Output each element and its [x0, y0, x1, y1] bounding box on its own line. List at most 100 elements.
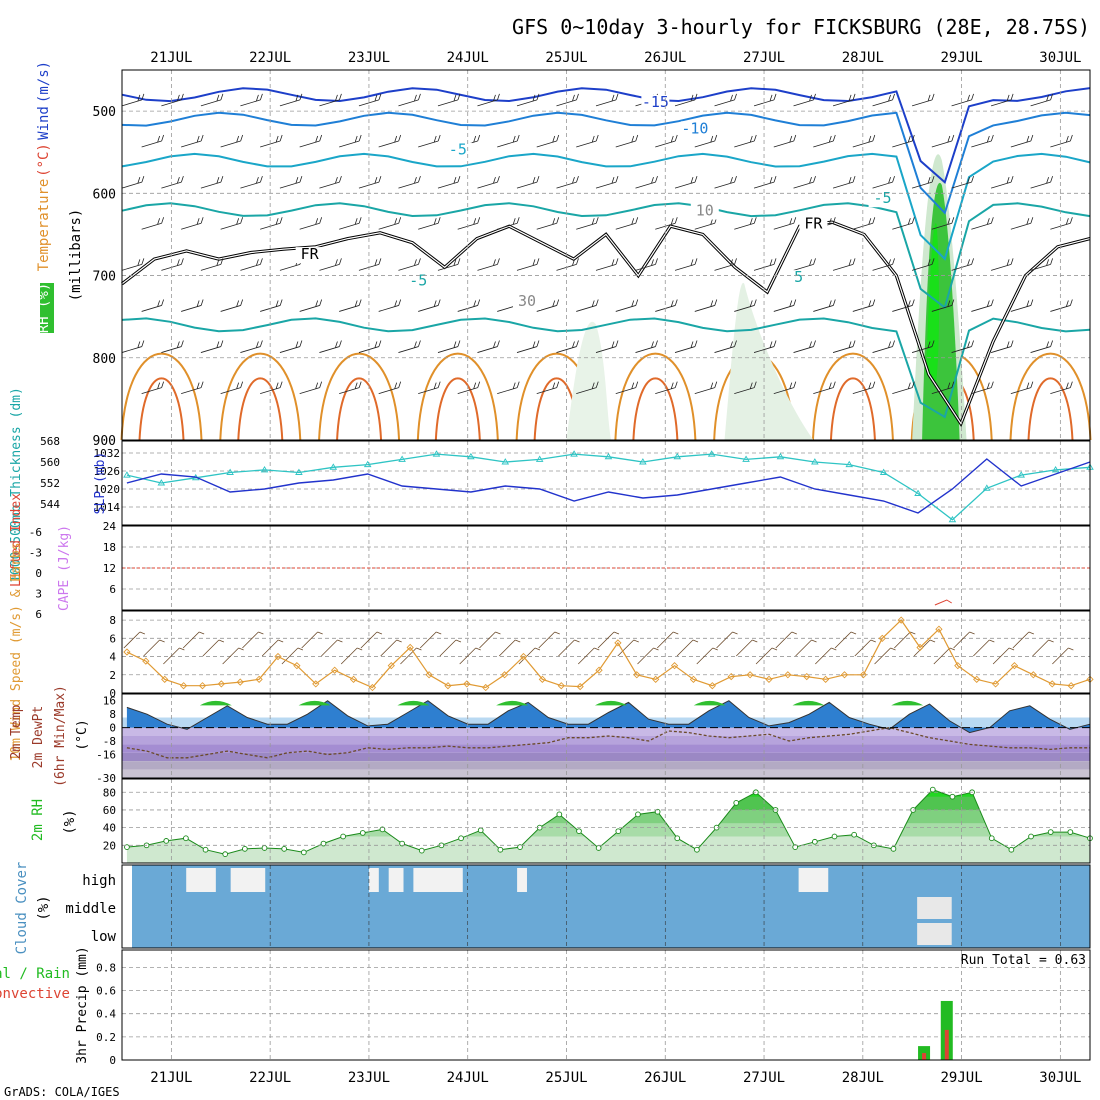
y-axis-label: 2m Temp [9, 704, 24, 759]
wind-barb [615, 299, 639, 312]
wind-barb [319, 93, 342, 107]
slp-line [126, 458, 1091, 514]
temp-contour-warm [811, 352, 894, 441]
wind-barb [1032, 639, 1054, 657]
wind-barb [418, 381, 441, 395]
wind-barb [556, 93, 579, 107]
wind-barb [398, 340, 421, 353]
wind-speed-marker [444, 682, 452, 690]
wind-barb [793, 258, 816, 271]
wind-barb [459, 647, 481, 665]
wind-barb [360, 631, 383, 649]
contour-line [121, 202, 1091, 310]
y-tick-label: 2 [109, 669, 116, 682]
wind-barb [222, 647, 244, 665]
rh-marker [831, 833, 838, 840]
rh-marker [281, 846, 288, 852]
wind-barb [339, 299, 362, 312]
y-axis-label: Total / Rain [0, 966, 70, 982]
wind-barb [971, 134, 994, 148]
panel-frame [121, 949, 1091, 1061]
rh-marker [222, 851, 229, 858]
y-axis-label: 10m Wind Speed (m/s) & Barbs [9, 542, 24, 761]
wind-barb [795, 639, 817, 657]
cloud-high [798, 868, 829, 892]
wind-barb [358, 340, 382, 353]
wind-barb [518, 647, 541, 665]
wind-barb [121, 258, 145, 271]
wind-barb [556, 340, 579, 353]
rh-marker [359, 830, 366, 836]
wind-barb [497, 134, 520, 148]
rh-marker [556, 811, 563, 818]
temp-band [122, 752, 1090, 762]
wind-barb [340, 647, 363, 665]
rh-line [126, 789, 1091, 855]
wind-speed-marker [368, 683, 377, 692]
wind-barb [971, 381, 994, 395]
wind-barb [714, 340, 737, 353]
wind-speed-marker [519, 652, 528, 661]
wind-barb [951, 340, 974, 353]
x-tick-label: 27JUL [743, 1070, 785, 1086]
wind-speed-marker [765, 675, 773, 683]
rh-marker [615, 828, 622, 835]
thickness-marker [501, 458, 510, 465]
wind-barb [161, 340, 184, 353]
thickness-line [126, 453, 1091, 521]
y-tick-label: 552 [40, 477, 60, 490]
wind-barb [973, 639, 995, 657]
wind-speed-marker [859, 671, 868, 679]
cloud-level-label: middle [65, 901, 116, 917]
y-tick-label: 900 [93, 434, 116, 449]
y-axis-label: Lifted Index [9, 493, 24, 587]
x-tick-label: 26JUL [644, 50, 686, 66]
wind-barb [832, 175, 856, 189]
cloud-low [917, 923, 952, 945]
x-tick-label: 21JUL [150, 50, 192, 66]
wind-barb [319, 175, 342, 189]
cloud-high [368, 868, 379, 892]
wind-barb [874, 647, 896, 665]
wind-barb [299, 134, 323, 148]
temp-contour-warm [1027, 377, 1074, 441]
wind-barb [181, 217, 204, 230]
wind-barb [872, 258, 895, 271]
wind-speed-marker [123, 648, 131, 656]
y-tick-label: 16 [103, 695, 116, 708]
wind-barb [497, 381, 520, 395]
y-tick-label: -6 [29, 526, 42, 539]
rh-marker [929, 786, 936, 793]
wind-barb [477, 340, 500, 353]
wind-barb [299, 381, 323, 395]
thickness-marker [742, 455, 750, 462]
temp-contour-warm [318, 352, 401, 441]
wind-barb [635, 175, 658, 189]
temp-contour-warm [120, 352, 203, 441]
wind-barb [773, 381, 797, 395]
panel-frame [121, 525, 1091, 611]
wind-barb [577, 647, 600, 665]
wind10m-panel: 0 2 4 6 8 10m Wind Speed (m/s) & Barbs [9, 542, 1094, 762]
rh-marker [418, 847, 425, 854]
wind-speed-marker [821, 675, 830, 683]
temp-band [122, 761, 1090, 770]
wind-barb [398, 175, 421, 189]
x-tick-label: 27JUL [743, 50, 785, 66]
wind-barb [536, 217, 560, 230]
rh-marker [517, 844, 523, 850]
wind-barb [931, 299, 955, 312]
y-tick-label: 0 [109, 687, 116, 700]
lifted-cape-panel: -6 -3 0 3 6 6 12 18 24 Lifted Index CAPE (J/kg) [9, 493, 1091, 621]
wind-barb [674, 175, 698, 189]
temp-band [122, 736, 1090, 745]
wind-barb [200, 175, 224, 189]
wind-barb [714, 175, 737, 189]
wind-barb [755, 647, 778, 665]
contour-line [121, 111, 1091, 215]
cloud-level-label: high [82, 873, 116, 889]
wind-barb [516, 93, 540, 107]
rh-marker [988, 835, 995, 842]
wind-speed-marker [595, 666, 603, 674]
